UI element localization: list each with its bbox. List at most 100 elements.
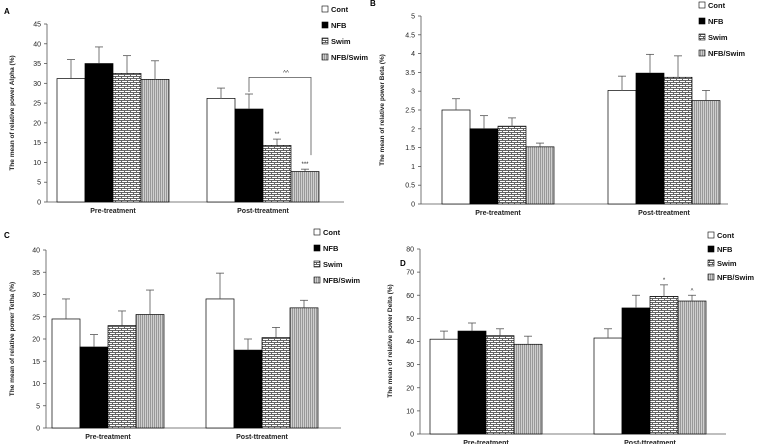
legend-swatch [707, 231, 715, 239]
y-tick-label: 10 [33, 160, 41, 167]
legend-swatch [313, 244, 321, 252]
bar [485, 335, 515, 435]
legend-swatch [698, 1, 706, 9]
x-category-label: Pre-treatment [90, 208, 136, 215]
y-tick-label: 35 [33, 61, 41, 68]
legend-label: NFB/Swim [708, 49, 745, 58]
y-tick-label: 40 [32, 248, 40, 255]
bar [513, 343, 543, 435]
bar [607, 90, 637, 205]
y-tick-label: 30 [33, 81, 41, 88]
y-tick-label: 4.5 [405, 32, 415, 39]
y-tick-label: 70 [406, 270, 414, 277]
y-axis-title: The mean of relative power Beta (%) [379, 54, 386, 166]
x-category-label: Post-ttreatment [236, 434, 288, 441]
y-tick-label: 50 [406, 316, 414, 323]
y-tick-label: 20 [33, 120, 41, 127]
y-tick-label: 20 [406, 385, 414, 392]
legend-swatch [698, 17, 706, 25]
y-tick-label: 2 [411, 126, 415, 133]
bar [457, 330, 487, 435]
legend-label: NFB [708, 17, 724, 26]
bar [233, 349, 263, 429]
y-tick-label: 0 [37, 200, 41, 207]
bar [621, 307, 651, 435]
bar [691, 100, 721, 205]
bar [441, 109, 471, 205]
y-axis-title: The mean of relative power Delta (%) [387, 284, 394, 397]
legend-swatch [707, 273, 715, 281]
y-tick-label: 0 [410, 432, 414, 439]
y-tick-label: 3 [411, 89, 415, 96]
legend-label: NFB [717, 245, 733, 254]
bar [84, 63, 114, 203]
y-tick-label: 25 [32, 314, 40, 321]
legend-swatch [321, 21, 329, 29]
y-tick-label: 30 [406, 362, 414, 369]
panel-c: C 0 5 10 15 20 25 30 35 40 The mean of relative po… [4, 228, 360, 441]
y-tick-label: 5 [36, 403, 40, 410]
bar [107, 325, 137, 429]
x-category-label: Pre-treatment [475, 210, 521, 217]
legend-swatch [698, 49, 706, 57]
y-axis-title: The mean of relative power Tetha (%) [9, 282, 16, 396]
y-tick-label: 15 [32, 359, 40, 366]
significance-mark: ^ [691, 288, 694, 294]
bar [234, 108, 264, 203]
legend-label: NFB [323, 244, 339, 253]
legend-label: Cont [323, 228, 341, 237]
panel-letter: C [4, 231, 10, 240]
panel-b: B 0 0.5 1 1.5 2 2.5 3 3.5 4 4.5 5 The mean of relati… [370, 0, 745, 217]
y-tick-label: 0 [36, 426, 40, 433]
bar [56, 78, 86, 203]
bar [469, 128, 499, 205]
y-tick-label: 15 [33, 140, 41, 147]
y-tick-label: 0.5 [405, 183, 415, 190]
bar [79, 346, 109, 429]
legend-label: NFB/Swim [323, 276, 360, 285]
legend-swatch [313, 276, 321, 284]
panel-letter: D [400, 259, 406, 268]
y-axis-title: The mean of relative power Alpha (%) [9, 55, 16, 170]
significance-mark: * [663, 278, 666, 284]
panel-a: A 0 5 10 15 20 25 30 35 40 45 The mean of relative … [4, 5, 368, 215]
bar [140, 79, 170, 203]
bar [135, 314, 165, 429]
bar [205, 298, 235, 429]
bar [525, 146, 555, 205]
legend-label: Cont [331, 5, 349, 14]
bar [429, 338, 459, 435]
bar [261, 337, 291, 429]
legend-label: Swim [331, 37, 351, 46]
bar [112, 73, 142, 203]
bar [663, 76, 693, 205]
y-tick-label: 2.5 [405, 108, 415, 115]
legend-swatch [321, 53, 329, 61]
significance-mark: ** [275, 132, 280, 138]
panel-letter: B [370, 0, 376, 8]
y-tick-label: 40 [33, 41, 41, 48]
legend-label: NFB/Swim [717, 273, 754, 282]
bar [677, 300, 707, 435]
comparison-bracket [248, 77, 312, 156]
y-tick-label: 5 [411, 14, 415, 21]
x-category-label: Post-ttreatment [638, 210, 690, 217]
y-tick-label: 1.5 [405, 145, 415, 152]
legend-swatch [698, 33, 706, 41]
bar [593, 337, 623, 435]
bar [290, 171, 320, 203]
bar [206, 98, 236, 203]
y-tick-label: 60 [406, 293, 414, 300]
panel-letter: A [4, 7, 10, 16]
legend-swatch [707, 245, 715, 253]
y-tick-label: 3.5 [405, 70, 415, 77]
y-tick-label: 40 [406, 339, 414, 346]
legend-label: Swim [323, 260, 343, 269]
bar [497, 125, 527, 205]
legend-swatch [707, 259, 715, 267]
legend-label: Swim [708, 33, 728, 42]
y-tick-label: 45 [33, 22, 41, 29]
y-tick-label: 10 [406, 408, 414, 415]
bracket-label: ^^ [283, 70, 289, 76]
